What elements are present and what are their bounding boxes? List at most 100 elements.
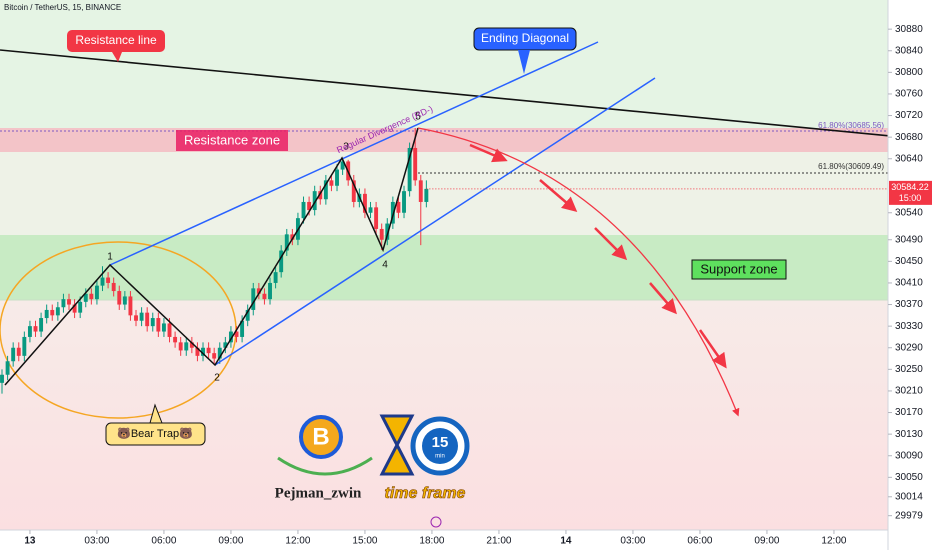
arrow	[649, 282, 677, 315]
y-tick-label: 30014	[895, 491, 923, 502]
x-tick-label: 12:00	[821, 536, 846, 547]
resistance-line	[0, 49, 932, 141]
event-icon	[430, 516, 442, 528]
candle-body	[256, 288, 261, 294]
candle-body	[201, 347, 205, 356]
countdown-label: 15:00	[899, 193, 922, 203]
candle-body	[61, 299, 66, 308]
x-tick-label: 12:00	[285, 536, 310, 547]
zone-label-box	[176, 130, 288, 151]
candle-body	[385, 223, 390, 240]
candle-body	[173, 336, 178, 343]
candle-body	[340, 161, 345, 170]
candle-body	[240, 320, 245, 337]
time-frame-label: time frame	[385, 485, 466, 502]
candle-body	[301, 201, 306, 219]
wave-label: 1	[107, 252, 113, 263]
arrow	[594, 227, 628, 261]
callout-pointer	[112, 52, 122, 62]
candle-body	[217, 347, 222, 359]
y-tick-label: 30540	[895, 207, 923, 218]
last-price-label: 30584.22	[891, 182, 929, 192]
clock-number: 15	[432, 434, 449, 451]
time-axis	[0, 530, 888, 550]
symbol-title: Bitcoin / TetherUS, 15, BINANCE	[4, 3, 121, 12]
candle-body	[223, 342, 228, 348]
candle-body	[413, 147, 418, 181]
candle-body	[273, 272, 278, 283]
zone-label-box	[691, 259, 787, 280]
candle-body	[134, 315, 138, 321]
x-tick-label: 13	[24, 536, 36, 547]
candle-body	[83, 293, 88, 302]
price-axis	[888, 0, 932, 550]
candle-body	[318, 191, 323, 200]
candle-body	[89, 293, 94, 300]
zone-label: Support zone	[700, 261, 777, 276]
y-tick-label: 30450	[895, 256, 923, 267]
candle-body	[184, 342, 189, 351]
candle-body	[161, 323, 166, 332]
candle-body	[16, 347, 21, 356]
candle-body	[424, 188, 429, 202]
y-tick-label: 30840	[895, 45, 923, 56]
candle-body	[195, 347, 200, 356]
candle-body	[234, 331, 239, 337]
candle-body	[351, 180, 356, 202]
candle-body	[206, 347, 211, 354]
candle-body	[189, 342, 194, 348]
candle-body	[78, 301, 83, 313]
candle-body	[374, 207, 379, 229]
candle-body	[100, 277, 105, 286]
candle-body	[396, 201, 401, 213]
zone-label: Resistance zone	[184, 132, 280, 147]
x-tick-label: 18:00	[419, 536, 444, 547]
y-tick-label: 30800	[895, 67, 923, 78]
candle-body	[44, 309, 49, 319]
wave-label: 2	[214, 373, 220, 384]
fib-label: 61.80%(30609.49)	[818, 162, 884, 171]
candle-body	[368, 207, 373, 213]
candle-body	[167, 323, 172, 337]
last-price-box	[889, 180, 932, 205]
author: Pejman_zwin	[275, 485, 362, 501]
projection-arrow	[417, 127, 740, 417]
candle-body	[145, 312, 150, 327]
branding: B Pejman_zwin 15 min time frame	[275, 414, 470, 503]
candle-body	[379, 228, 384, 240]
x-tick-label: 09:00	[218, 536, 243, 547]
candle-body	[268, 282, 272, 300]
y-tick-label: 30130	[895, 429, 923, 440]
coin-logo	[299, 415, 343, 459]
fib-label: 61.80%(30685.56)	[818, 121, 884, 130]
background-middle	[0, 152, 888, 235]
callout-text: Ending Diagonal	[481, 31, 569, 45]
y-tick-label: 30880	[895, 24, 923, 35]
y-tick-label: 30720	[895, 110, 923, 121]
candle-body	[228, 331, 233, 343]
arrow	[539, 179, 578, 212]
candle-body	[262, 293, 267, 300]
y-tick-label: 30640	[895, 153, 923, 164]
candle-body	[111, 282, 116, 292]
candle-body	[329, 180, 334, 186]
wave-label: 3	[343, 142, 349, 153]
candle-body	[11, 347, 16, 362]
candle-body	[128, 296, 133, 316]
x-tick-label: 21:00	[486, 536, 511, 547]
candle-body	[390, 201, 395, 224]
clock-unit: min	[435, 454, 445, 460]
x-tick-label: 03:00	[620, 536, 645, 547]
x-tick-label: 15:00	[352, 536, 377, 547]
y-tick-label: 30490	[895, 234, 923, 245]
candle-body	[290, 234, 295, 240]
candle-body	[312, 191, 317, 211]
coin-symbol: B	[312, 423, 329, 450]
candle-body	[362, 193, 367, 213]
arrow	[698, 329, 727, 369]
wave-path	[4, 127, 419, 386]
x-tick-label: 03:00	[84, 536, 109, 547]
channel-upper	[109, 41, 599, 266]
hourglass	[379, 414, 415, 476]
